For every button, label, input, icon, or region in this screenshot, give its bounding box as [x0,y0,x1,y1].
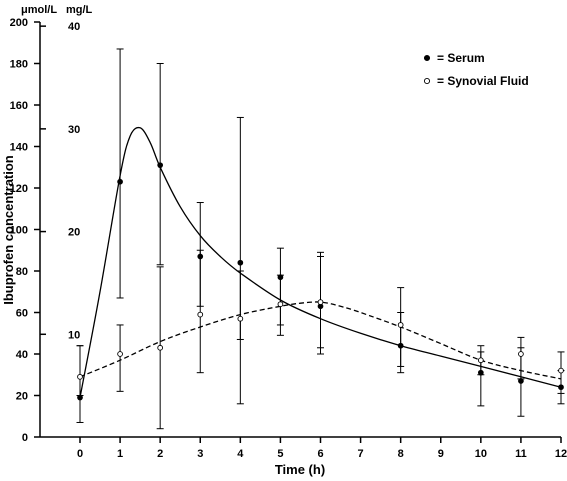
series-curves [79,126,562,398]
y2-tick-label: 20 [68,227,80,239]
axes: 02040608010012014016018020010203040μmol/… [1,4,567,477]
legend-serum-label: = Serum [437,51,485,65]
y-tick-label: 0 [22,432,28,444]
serum-point [117,178,123,185]
y-unit-mgl: mg/L [66,4,93,16]
y-axis-title: Ibuprofen concentration [1,155,16,305]
synovial-curve [79,301,562,380]
synovial-point [197,311,204,318]
x-tick-label: 9 [438,448,444,460]
legend-synovial-marker [423,77,431,85]
x-tick-label: 1 [117,448,123,460]
serum-point [477,369,484,376]
synovial-point [77,373,83,380]
y-tick-label: 160 [10,100,28,112]
y-tick-label: 40 [16,349,28,361]
synovial-point [518,351,524,357]
x-tick-label: 7 [358,448,364,460]
y-tick-label: 20 [16,391,28,403]
serum-point [157,162,164,169]
synovial-point [317,299,324,305]
serum-point [277,274,284,281]
x-axis-title: Time (h) [275,462,325,477]
x-tick-label: 3 [197,448,203,460]
x-tick-label: 10 [475,448,487,460]
y-tick-label: 80 [16,266,28,278]
legend-serum-marker [423,54,431,62]
x-tick-label: 0 [77,448,83,460]
y-unit-umol: μmol/L [21,4,57,16]
synovial-point [157,344,164,351]
x-tick-label: 12 [555,448,567,460]
y-tick-label: 200 [10,17,28,29]
synovial-point [558,367,564,374]
serum-point [518,378,524,384]
x-tick-label: 2 [157,448,163,460]
y-tick-label: 60 [16,308,28,320]
x-tick-label: 6 [317,448,323,460]
synovial-point [237,315,244,322]
serum-curve [79,126,562,398]
x-tick-label: 11 [515,448,527,460]
legend: = Serum = Synovial Fluid [423,51,529,88]
y2-tick-label: 30 [68,124,80,136]
synovial-point [277,301,284,308]
x-tick-label: 8 [398,448,404,460]
y-tick-label: 120 [10,183,28,195]
serum-point [237,259,244,266]
serum-point [397,342,404,349]
serum-point [558,384,564,391]
y-tick-label: 180 [10,59,28,71]
y2-tick-label: 40 [68,21,80,33]
legend-synovial-label: = Synovial Fluid [437,74,529,88]
y-tick-label: 100 [10,225,28,237]
serum-point [197,253,204,260]
synovial-point [477,357,484,364]
data-markers [77,162,564,401]
x-tick-label: 4 [237,448,244,460]
y-tick-label: 140 [10,142,28,154]
synovial-point [117,351,123,357]
synovial-point [397,322,404,328]
serum-point [77,394,83,401]
error-bars [76,48,565,430]
y2-tick-label: 10 [68,329,80,341]
x-tick-label: 5 [277,448,283,460]
